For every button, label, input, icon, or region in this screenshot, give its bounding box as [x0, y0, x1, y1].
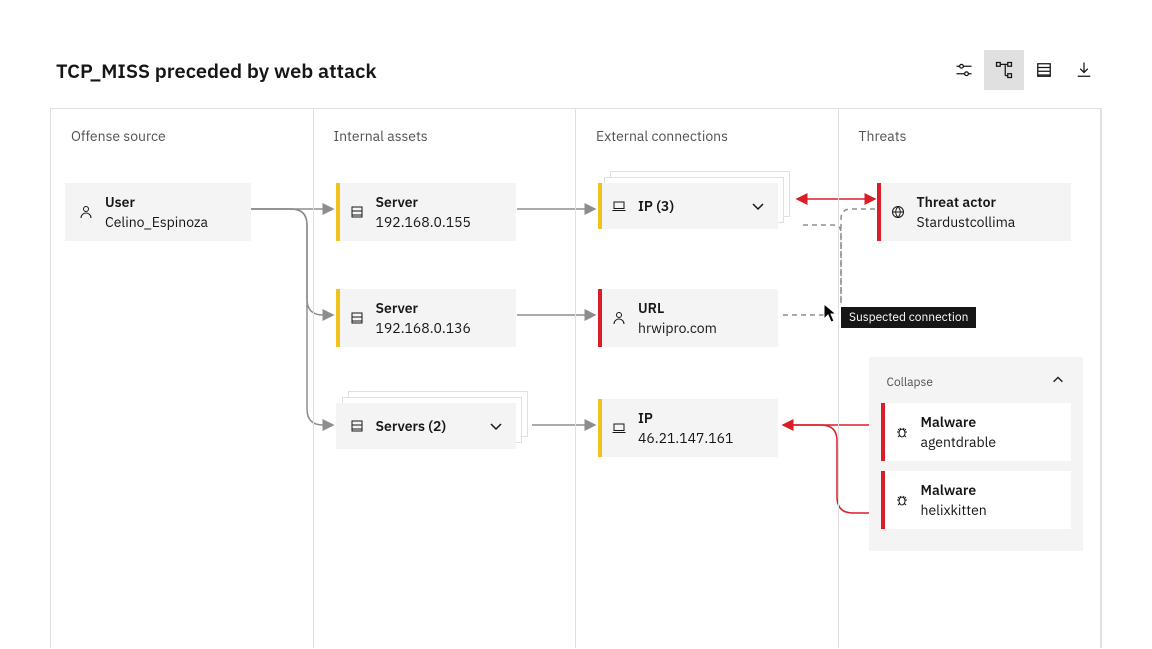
node-sublabel: helixkitten	[921, 501, 987, 519]
node-label: URL	[638, 299, 717, 317]
column-external-connections: External connections IP (3) URL hrwipro.…	[576, 109, 839, 648]
user-icon	[77, 204, 95, 220]
user-icon	[610, 310, 628, 326]
node-label: Malware	[921, 481, 987, 499]
node-label: Servers (2)	[376, 417, 447, 435]
node-ip-external[interactable]: IP 46.21.147.161	[598, 399, 778, 457]
node-sublabel: Stardustcollima	[917, 213, 1016, 231]
node-sublabel: agentdrable	[921, 433, 997, 451]
bug-icon	[893, 424, 911, 440]
node-user[interactable]: User Celino_Espinoza	[65, 183, 251, 241]
severity-bar	[598, 399, 602, 457]
chevron-up-icon[interactable]	[1051, 373, 1065, 391]
cursor-icon	[823, 303, 839, 328]
node-sublabel: hrwipro.com	[638, 319, 717, 337]
list-view-icon[interactable]	[1024, 50, 1064, 90]
node-sublabel: 192.168.0.155	[376, 213, 471, 231]
node-sublabel: 46.21.147.161	[638, 429, 733, 447]
node-url[interactable]: URL hrwipro.com	[598, 289, 778, 347]
settings-icon[interactable]	[944, 50, 984, 90]
node-label: Server	[376, 193, 471, 211]
column-header: External connections	[576, 109, 838, 163]
chevron-down-icon[interactable]	[750, 198, 766, 214]
tooltip-suspected-connection: Suspected connection	[841, 307, 976, 328]
chevron-down-icon[interactable]	[488, 418, 504, 434]
column-header: Threats	[839, 109, 1101, 163]
severity-bar	[336, 183, 340, 241]
server-icon	[348, 310, 366, 326]
server-icon	[348, 418, 366, 434]
node-label: Malware	[921, 413, 997, 431]
column-threats: Threats Threat actor Stardustcollima Col…	[839, 109, 1102, 648]
toolbar	[944, 50, 1104, 90]
column-offense-source: Offense source User Celino_Espinoza	[51, 109, 314, 648]
graph-panel: Offense source User Celino_Espinoza Inte…	[50, 108, 1102, 648]
severity-bar	[336, 289, 340, 347]
node-server-2[interactable]: Server 192.168.0.136	[336, 289, 516, 347]
node-malware-2[interactable]: Malware helixkitten	[881, 471, 1071, 529]
node-sublabel: 192.168.0.136	[376, 319, 471, 337]
node-threat-actor[interactable]: Threat actor Stardustcollima	[877, 183, 1071, 241]
node-malware-1[interactable]: Malware agentdrable	[881, 403, 1071, 461]
severity-bar	[598, 183, 602, 229]
collapse-label[interactable]: Collapse	[887, 375, 933, 390]
severity-bar	[881, 471, 885, 529]
severity-bar	[598, 289, 602, 347]
node-label: Server	[376, 299, 471, 317]
tree-view-icon[interactable]	[984, 50, 1024, 90]
severity-bar	[881, 403, 885, 461]
node-label: IP (3)	[638, 197, 674, 215]
node-label: IP	[638, 409, 733, 427]
download-icon[interactable]	[1064, 50, 1104, 90]
page-title: TCP_MISS preceded by web attack	[56, 57, 377, 84]
bug-icon	[893, 492, 911, 508]
column-header: Offense source	[51, 109, 313, 163]
node-servers-group[interactable]: Servers (2)	[336, 403, 516, 449]
node-ip-group[interactable]: IP (3)	[598, 183, 778, 229]
node-server-1[interactable]: Server 192.168.0.155	[336, 183, 516, 241]
laptop-icon	[610, 420, 628, 436]
node-label: Threat actor	[917, 193, 1016, 211]
node-sublabel: Celino_Espinoza	[105, 213, 208, 231]
severity-bar	[877, 183, 881, 241]
node-label: User	[105, 193, 208, 211]
laptop-icon	[610, 198, 628, 214]
globe-icon	[889, 204, 907, 220]
column-internal-assets: Internal assets Server 192.168.0.155 Ser…	[314, 109, 577, 648]
column-header: Internal assets	[314, 109, 576, 163]
collapse-panel: Collapse Malware agentdrable	[869, 357, 1083, 551]
server-icon	[348, 204, 366, 220]
